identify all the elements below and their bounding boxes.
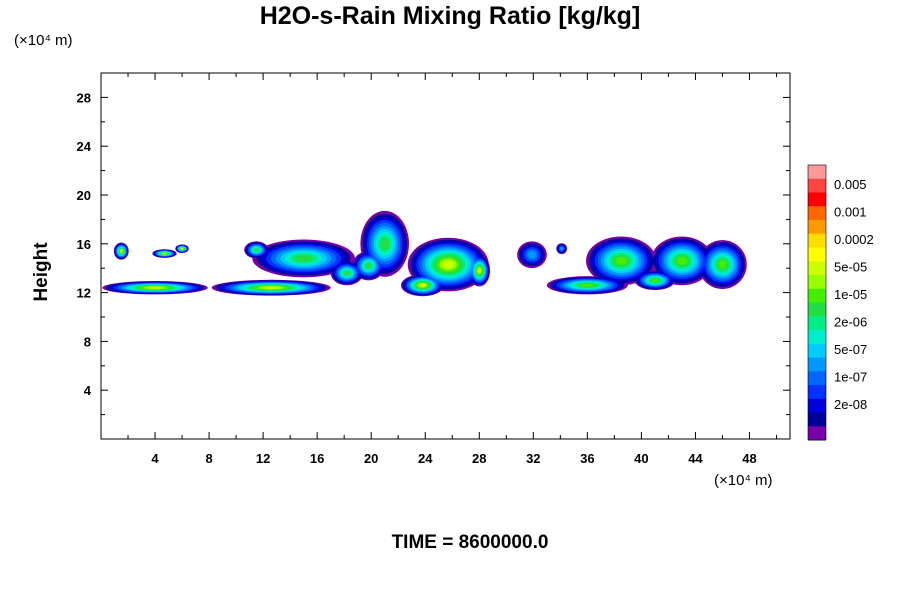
x-tick-label: 8: [205, 451, 212, 466]
colorbar-swatch: [808, 343, 826, 358]
y-tick-label: 12: [77, 286, 91, 301]
colorbar-swatch: [808, 357, 826, 372]
colorbar-label: 1e-05: [834, 287, 867, 302]
colorbar-swatch: [808, 385, 826, 400]
colorbar-swatch: [808, 316, 826, 331]
x-tick-label: 32: [526, 451, 540, 466]
colorbar-swatch: [808, 371, 826, 386]
contour-level: [162, 252, 167, 255]
colorbar-frame: [807, 164, 827, 441]
contour-level: [147, 286, 163, 289]
x-tick-label: 24: [418, 451, 433, 466]
y-tick-label: 28: [77, 90, 91, 105]
colorbar-swatch: [808, 288, 826, 303]
colorbar: 0.005 0.001 0.0002 5e-05 1e-05 2e-06 5e-07 1e-0…: [807, 164, 874, 441]
contour-level: [262, 286, 280, 289]
plot-frame: [100, 72, 791, 440]
x-tick-label: 4: [151, 451, 159, 466]
colorbar-swatch: [808, 261, 826, 276]
colorbar-swatch: [808, 165, 826, 180]
colorbar-swatch: [808, 412, 826, 427]
colorbar-swatch: [808, 302, 826, 317]
colorbar-swatch: [808, 178, 826, 193]
x-axis-unit: (×10⁴ m): [714, 472, 773, 489]
contour-level: [365, 263, 372, 269]
x-tick-label: 20: [364, 451, 378, 466]
x-tick-label: 36: [580, 451, 594, 466]
contour-level: [442, 260, 454, 269]
x-tick-label: 40: [634, 451, 648, 466]
colorbar-label: 5e-07: [834, 342, 867, 357]
colorbar-label: 1e-07: [834, 369, 867, 384]
colorbar-swatch: [808, 275, 826, 290]
contour-level: [419, 283, 426, 287]
contour-level: [294, 255, 313, 262]
contour-level: [380, 237, 390, 250]
contour-level: [120, 249, 123, 253]
contour-level: [718, 260, 727, 269]
colorbar-swatch: [808, 330, 826, 345]
contour-level: [343, 270, 350, 276]
x-tick-label: 48: [742, 451, 756, 466]
y-tick-label: 20: [77, 188, 91, 203]
chart-title: H2O-s-Rain Mixing Ratio [kg/kg]: [259, 2, 641, 30]
x-tick-label: 16: [310, 451, 324, 466]
contour-level: [580, 283, 595, 287]
colorbar-label: 0.0002: [834, 232, 874, 247]
contour-level: [560, 247, 564, 251]
contour-level: [477, 268, 481, 273]
contour-level: [181, 247, 184, 250]
x-tick-label: 12: [256, 451, 270, 466]
contour-level: [615, 256, 627, 265]
colorbar-label: 5e-05: [834, 259, 867, 274]
colorbar-swatch: [808, 206, 826, 221]
colorbar-swatch: [808, 192, 826, 207]
colorbar-swatch: [808, 426, 826, 441]
time-label: TIME = 8600000.0: [391, 532, 549, 553]
colorbar-label: 2e-08: [834, 397, 867, 412]
colorbar-label: 0.001: [834, 204, 867, 219]
contour-level: [651, 278, 659, 283]
x-tick-label: 28: [472, 451, 486, 466]
contour-level: [527, 250, 537, 259]
y-tick-label: 24: [77, 139, 92, 154]
y-axis-unit: (×10⁴ m): [14, 32, 73, 49]
mixing-ratio-field: [102, 210, 747, 297]
colorbar-label: 0.005: [834, 177, 867, 192]
x-tick-label: 44: [688, 451, 703, 466]
y-tick-label: 16: [77, 237, 91, 252]
colorbar-swatch: [808, 398, 826, 413]
y-tick-label: 4: [84, 383, 92, 398]
colorbar-swatch: [808, 233, 826, 248]
contour-level: [254, 248, 259, 252]
colorbar-swatch: [808, 220, 826, 235]
colorbar-label: 2e-06: [834, 314, 867, 329]
contour-level: [676, 256, 688, 265]
colorbar-swatch: [808, 247, 826, 262]
y-tick-label: 8: [84, 334, 91, 349]
